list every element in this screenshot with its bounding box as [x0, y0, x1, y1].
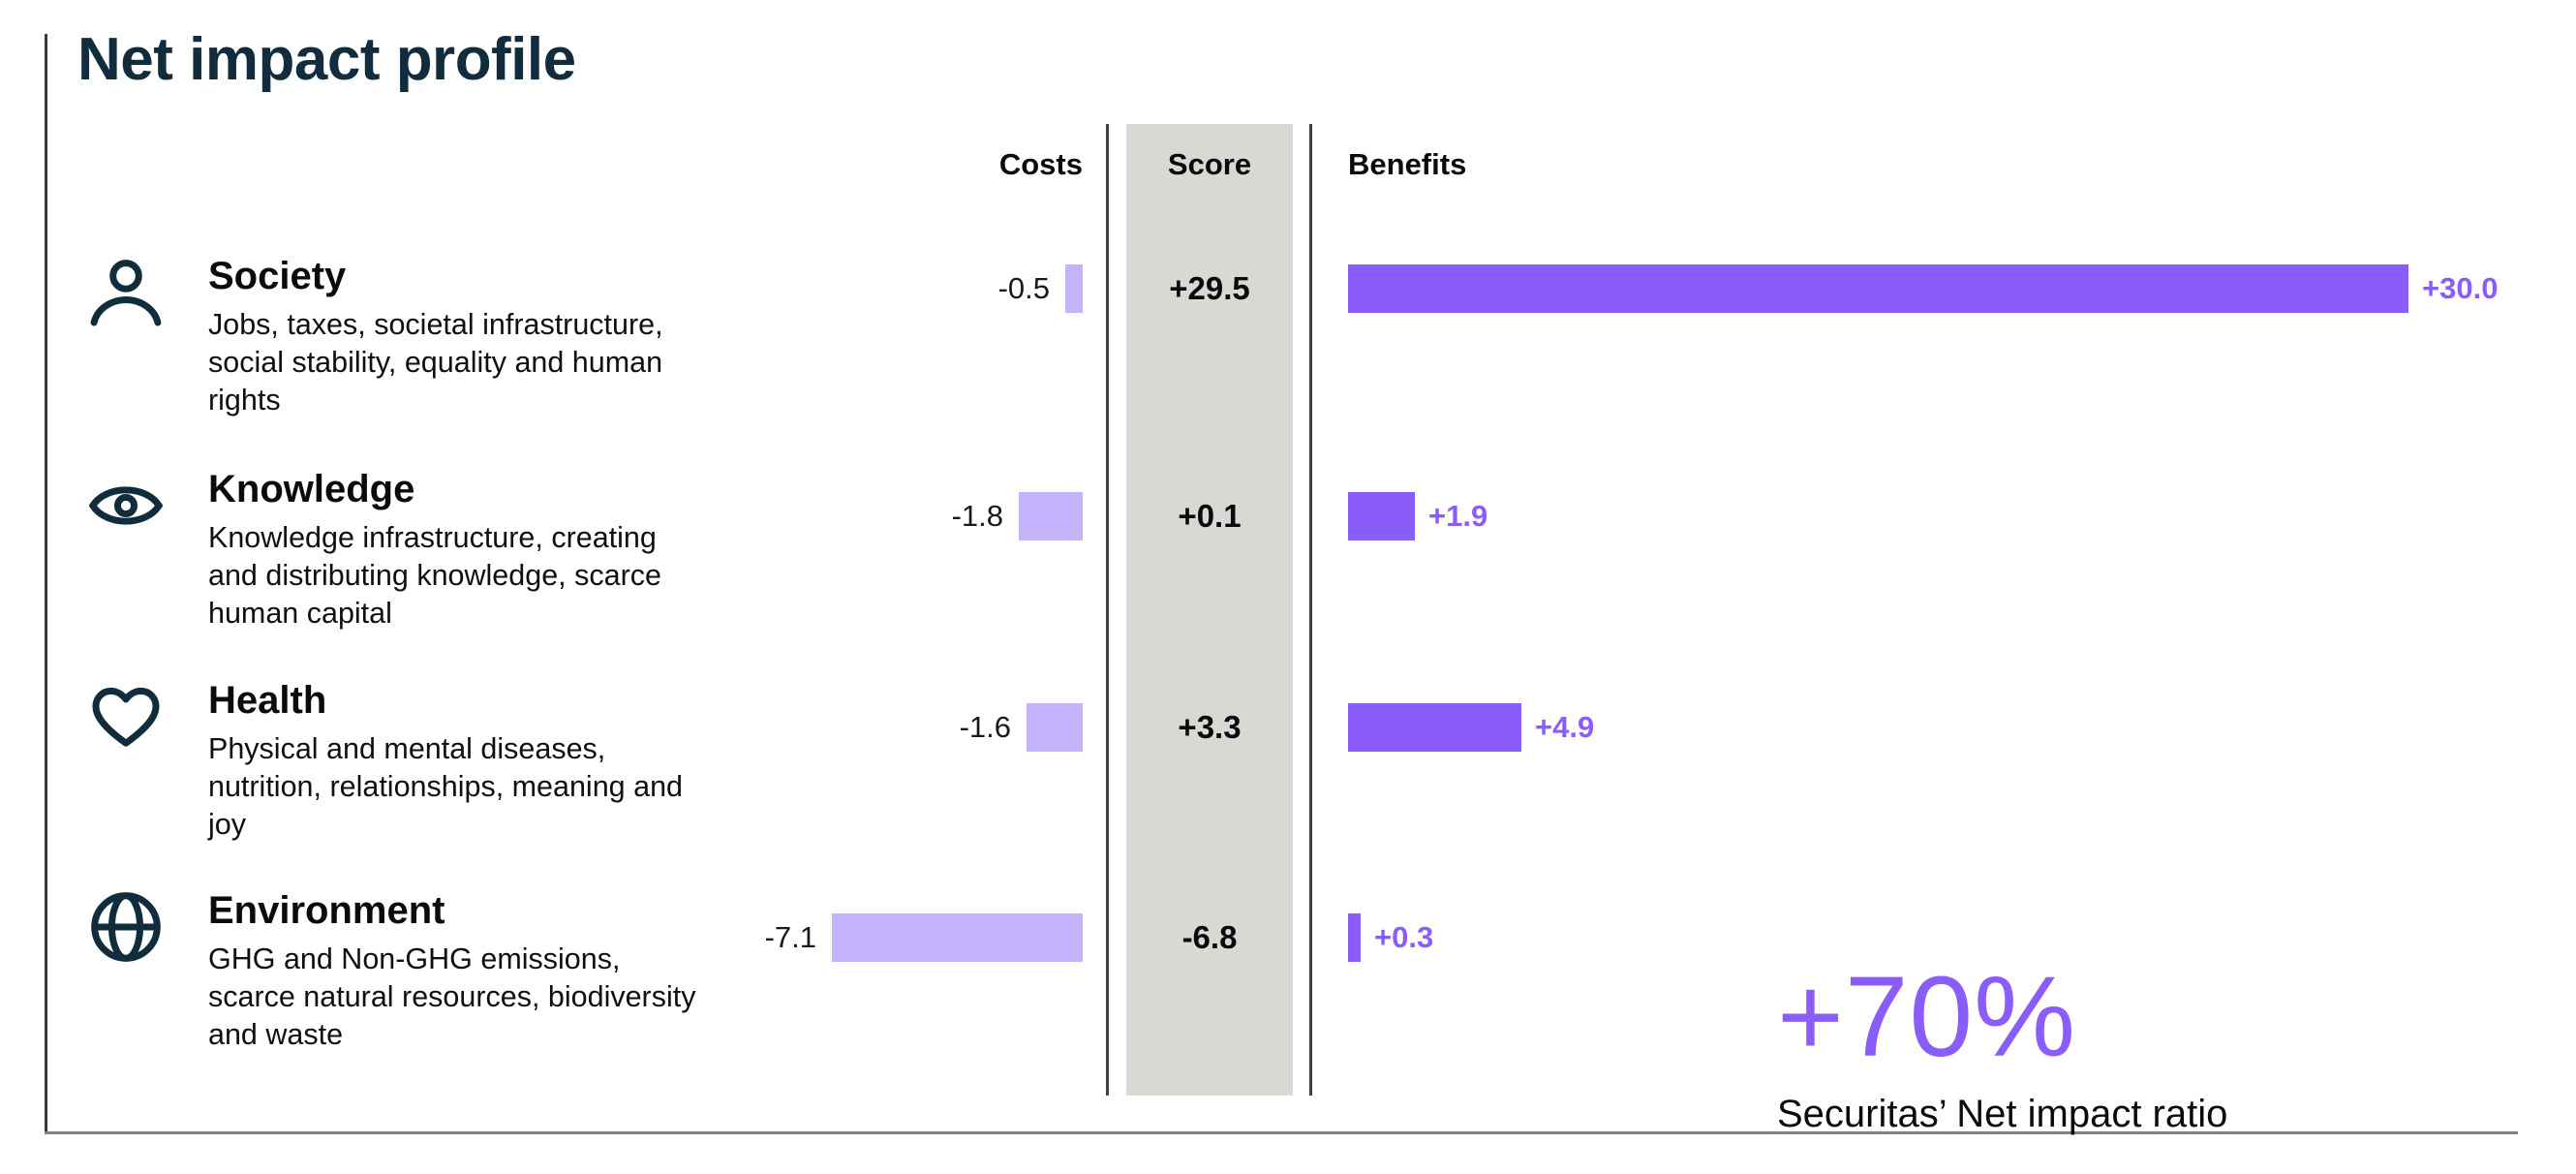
- globe-icon: [87, 888, 165, 970]
- cost-value-label: -7.1: [764, 920, 816, 954]
- category-environment: Environment GHG and Non-GHG emissions, s…: [87, 888, 707, 1054]
- environment-benefits-cell: +0.3: [1348, 913, 2568, 962]
- net-impact-ratio-value: +70%: [1777, 953, 2077, 1081]
- knowledge-costs-cell: -1.8: [678, 492, 1083, 541]
- panel-bottom-border: [45, 1131, 2518, 1134]
- net-impact-ratio-caption: Securitas’ Net impact ratio: [1777, 1093, 2228, 1135]
- eye-icon: [87, 467, 165, 548]
- environment-costs-cell: -7.1: [678, 913, 1083, 962]
- score-value-label: +3.3: [1178, 709, 1242, 745]
- column-header-score: Score: [1167, 147, 1252, 181]
- health-benefits-cell: +4.9: [1348, 703, 2568, 752]
- score-value-label: -6.8: [1181, 919, 1238, 955]
- score-column-band: [1126, 124, 1293, 1096]
- category-title: Environment: [208, 889, 445, 932]
- benefit-bar: [1348, 913, 1361, 962]
- category-description: GHG and Non-GHG emissions, scarce natura…: [208, 942, 696, 1051]
- panel-left-border: [45, 34, 47, 1134]
- knowledge-score-cell: +0.1: [1126, 492, 1293, 541]
- person-icon: [87, 254, 165, 335]
- category-description: Physical and mental diseases, nutrition,…: [208, 732, 683, 841]
- net-impact-ratio-summary: +70% Securitas’ Net impact ratio: [1777, 951, 2227, 1136]
- knowledge-benefits-cell: +1.9: [1348, 492, 2568, 541]
- society-benefits-cell: +30.0: [1348, 264, 2568, 313]
- category-title: Health: [208, 679, 327, 722]
- category-description: Knowledge infrastructure, creating and d…: [208, 521, 661, 630]
- score-benefits-divider-line: [1309, 124, 1312, 1096]
- cost-value-label: -0.5: [997, 271, 1050, 305]
- costs-score-divider-line: [1106, 124, 1109, 1096]
- health-score-cell: +3.3: [1126, 703, 1293, 752]
- cost-bar: [1065, 264, 1083, 313]
- page-title: Net impact profile: [77, 26, 576, 93]
- benefit-bar: [1348, 703, 1521, 752]
- category-health: Health Physical and mental diseases, nut…: [87, 678, 707, 844]
- society-score-cell: +29.5: [1126, 264, 1293, 313]
- cost-value-label: -1.8: [951, 499, 1003, 533]
- benefit-value-label: +4.9: [1535, 710, 1595, 744]
- benefit-value-label: +0.3: [1374, 920, 1434, 954]
- cost-bar: [832, 913, 1083, 962]
- environment-score-cell: -6.8: [1126, 913, 1293, 962]
- category-knowledge: Knowledge Knowledge infrastructure, crea…: [87, 467, 707, 633]
- score-value-label: +0.1: [1178, 498, 1242, 534]
- benefit-value-label: +1.9: [1428, 499, 1488, 533]
- society-costs-cell: -0.5: [678, 264, 1083, 313]
- benefit-bar: [1348, 492, 1415, 541]
- category-description: Jobs, taxes, societal infrastructure, so…: [208, 308, 663, 417]
- column-header-benefits: Benefits: [1348, 147, 1467, 181]
- category-title: Society: [208, 255, 347, 297]
- cost-value-label: -1.6: [959, 710, 1011, 744]
- heart-icon: [87, 678, 165, 759]
- category-title: Knowledge: [208, 468, 415, 510]
- category-society: Society Jobs, taxes, societal infrastruc…: [87, 254, 707, 419]
- cost-bar: [1027, 703, 1083, 752]
- column-header-costs: Costs: [998, 147, 1083, 181]
- health-costs-cell: -1.6: [678, 703, 1083, 752]
- benefit-value-label: +30.0: [2422, 271, 2499, 305]
- benefit-bar: [1348, 264, 2408, 313]
- cost-bar: [1019, 492, 1083, 541]
- score-value-label: +29.5: [1169, 270, 1250, 306]
